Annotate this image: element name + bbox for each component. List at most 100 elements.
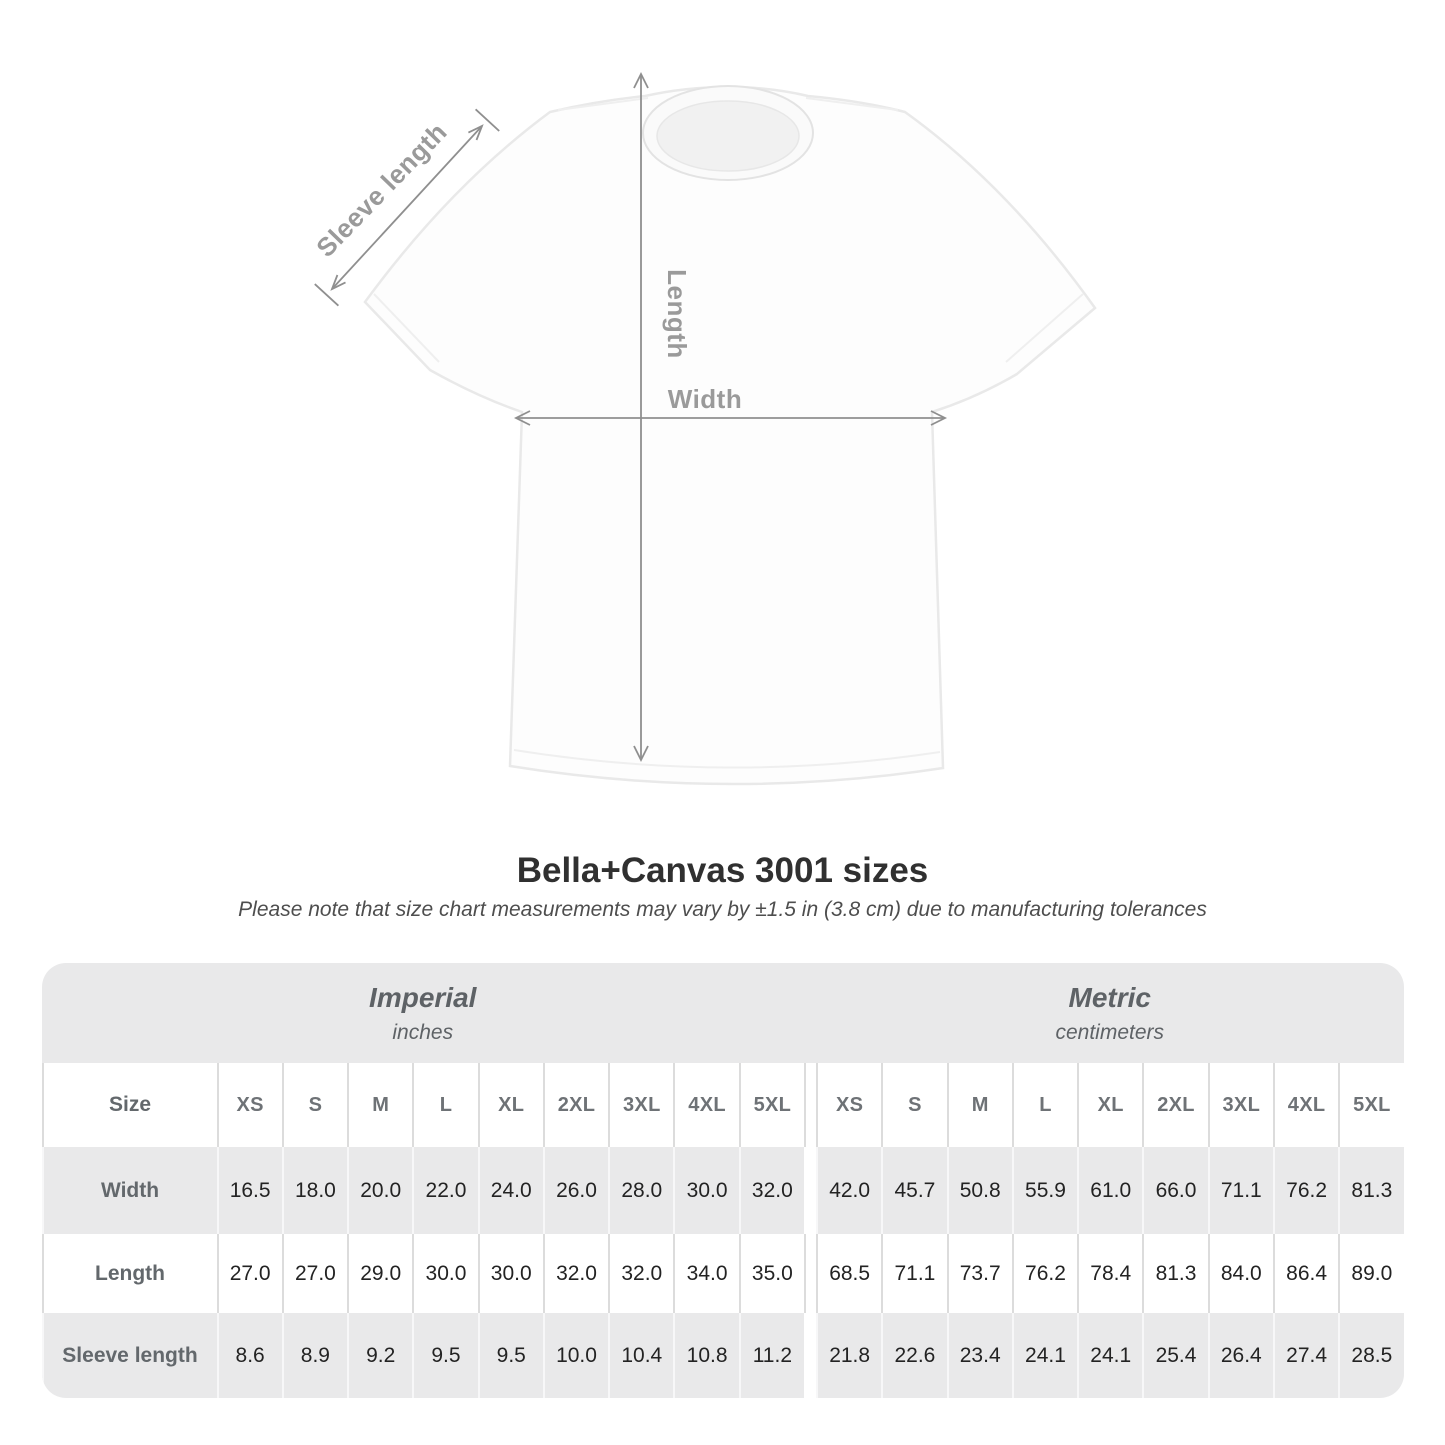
- table-gutter: [804, 1147, 816, 1234]
- length-arrow: [633, 71, 649, 763]
- measurement-value: 8.9: [281, 1313, 347, 1398]
- size-col-header: 2XL: [542, 1063, 608, 1147]
- measurement-value: 30.0: [673, 1147, 738, 1234]
- size-col-header: 5XL: [1338, 1063, 1403, 1147]
- size-col-header: L: [412, 1063, 477, 1147]
- measurement-value: 28.0: [608, 1147, 673, 1234]
- measurement-value: 21.8: [816, 1313, 881, 1398]
- size-col-header: L: [1011, 1063, 1077, 1147]
- width-label: Width: [668, 384, 742, 414]
- measurement-value: 9.2: [347, 1313, 412, 1398]
- metric-unit: centimeters: [1055, 1020, 1165, 1044]
- tolerance-note: Please note that size chart measurements…: [238, 898, 1207, 921]
- measurement-value: 22.0: [412, 1147, 477, 1234]
- measurement-value: 27.0: [216, 1234, 282, 1313]
- length-label: Length: [662, 269, 692, 359]
- size-col-header: M: [946, 1063, 1012, 1147]
- measurement-value: 9.5: [412, 1313, 477, 1398]
- row-label-width: Width: [41, 1147, 217, 1234]
- measurement-value: 68.5: [816, 1234, 881, 1313]
- measurement-value: 84.0: [1207, 1234, 1273, 1313]
- hem-seam: [513, 749, 941, 769]
- size-col-header: XS: [216, 1063, 282, 1147]
- measurement-value: 76.2: [1011, 1234, 1077, 1313]
- row-label-length: Length: [41, 1234, 217, 1313]
- metric-header: Metric centimeters: [816, 963, 1404, 1063]
- sleeve-length-row: Sleeve length 8.6 8.9 9.2 9.5 9.5 10.0 1…: [41, 1313, 1404, 1398]
- width-row: Width 16.5 18.0 20.0 22.0 24.0 26.0 28.0…: [41, 1147, 1404, 1234]
- cuff-seam-right: [1005, 293, 1084, 363]
- measurement-value: 71.1: [881, 1234, 946, 1313]
- size-col-header: M: [347, 1063, 412, 1147]
- table-gutter: [804, 1063, 816, 1147]
- size-col-header: 3XL: [1207, 1063, 1273, 1147]
- measurement-value: 71.1: [1207, 1147, 1273, 1234]
- measurement-value: 10.8: [673, 1313, 738, 1398]
- size-col-header: XL: [1077, 1063, 1142, 1147]
- tshirt-diagram: Sleeve length Length Width: [310, 71, 1097, 786]
- measurement-value: 32.0: [608, 1234, 673, 1313]
- size-col-header: S: [281, 1063, 347, 1147]
- measurement-value: 50.8: [946, 1147, 1012, 1234]
- size-col-header: 2XL: [1142, 1063, 1207, 1147]
- tshirt-collar-opening: [656, 100, 800, 172]
- size-col-header: 3XL: [608, 1063, 673, 1147]
- shoulder-seam-left: [557, 97, 649, 111]
- metric-title: Metric: [1068, 981, 1151, 1013]
- measurement-value: 9.5: [477, 1313, 543, 1398]
- measurement-value: 10.4: [608, 1313, 673, 1398]
- measurement-value: 24.1: [1077, 1313, 1142, 1398]
- measurement-value: 32.0: [738, 1147, 804, 1234]
- measurement-value: 27.4: [1272, 1313, 1338, 1398]
- row-label-sleeve-length: Sleeve length: [41, 1313, 217, 1398]
- measurement-value: 35.0: [738, 1234, 804, 1313]
- size-header-row: Size XS S M L XL 2XL 3XL 4XL 5XL XS S M …: [41, 1063, 1404, 1147]
- size-col-header: 4XL: [673, 1063, 738, 1147]
- measurement-value: 24.1: [1011, 1313, 1077, 1398]
- measurement-value: 81.3: [1142, 1234, 1207, 1313]
- shoulder-seam-right: [805, 97, 899, 111]
- measurement-value: 18.0: [281, 1147, 347, 1234]
- measurement-value: 22.6: [881, 1313, 946, 1398]
- measurement-value: 27.0: [281, 1234, 347, 1313]
- measurement-value: 32.0: [542, 1234, 608, 1313]
- measurement-value: 81.3: [1338, 1147, 1403, 1234]
- imperial-header: Imperial inches: [42, 963, 805, 1063]
- size-col-header: S: [881, 1063, 946, 1147]
- measurement-value: 25.4: [1142, 1313, 1207, 1398]
- tshirt-body: [363, 85, 1097, 786]
- tshirt-diagram-svg: Sleeve length Length Width: [310, 71, 1097, 786]
- row-label-size: Size: [41, 1063, 217, 1147]
- size-col-header: 5XL: [738, 1063, 804, 1147]
- measurement-value: 28.5: [1338, 1313, 1403, 1398]
- measurement-value: 8.6: [216, 1313, 282, 1398]
- measurement-value: 10.0: [542, 1313, 608, 1398]
- measurement-value: 20.0: [347, 1147, 412, 1234]
- measurement-value: 24.0: [477, 1147, 543, 1234]
- imperial-unit: inches: [392, 1020, 454, 1044]
- imperial-title: Imperial: [369, 981, 477, 1013]
- size-col-header: XS: [816, 1063, 881, 1147]
- size-col-header: 4XL: [1272, 1063, 1338, 1147]
- measurement-value: 55.9: [1011, 1147, 1077, 1234]
- table-gutter: [804, 1234, 816, 1313]
- measurement-value: 86.4: [1272, 1234, 1338, 1313]
- measurement-value: 78.4: [1077, 1234, 1142, 1313]
- measurement-value: 29.0: [347, 1234, 412, 1313]
- measurement-value: 66.0: [1142, 1147, 1207, 1234]
- cuff-seam-left: [373, 293, 440, 363]
- length-row: Length 27.0 27.0 29.0 30.0 30.0 32.0 32.…: [41, 1234, 1404, 1313]
- tshirt-graphic: [363, 85, 1097, 786]
- width-arrow: [513, 410, 948, 426]
- measurement-value: 89.0: [1338, 1234, 1403, 1313]
- table-gutter: [804, 1313, 816, 1398]
- unit-header-row: Imperial inches Metric centimeters: [41, 963, 1404, 1063]
- measurement-value: 61.0: [1077, 1147, 1142, 1234]
- measurement-value: 11.2: [738, 1313, 804, 1398]
- size-table: Imperial inches Metric centimeters Size …: [41, 963, 1404, 1398]
- size-col-header: XL: [477, 1063, 543, 1147]
- measurement-value: 42.0: [816, 1147, 881, 1234]
- measurement-value: 76.2: [1272, 1147, 1338, 1234]
- measurement-value: 30.0: [412, 1234, 477, 1313]
